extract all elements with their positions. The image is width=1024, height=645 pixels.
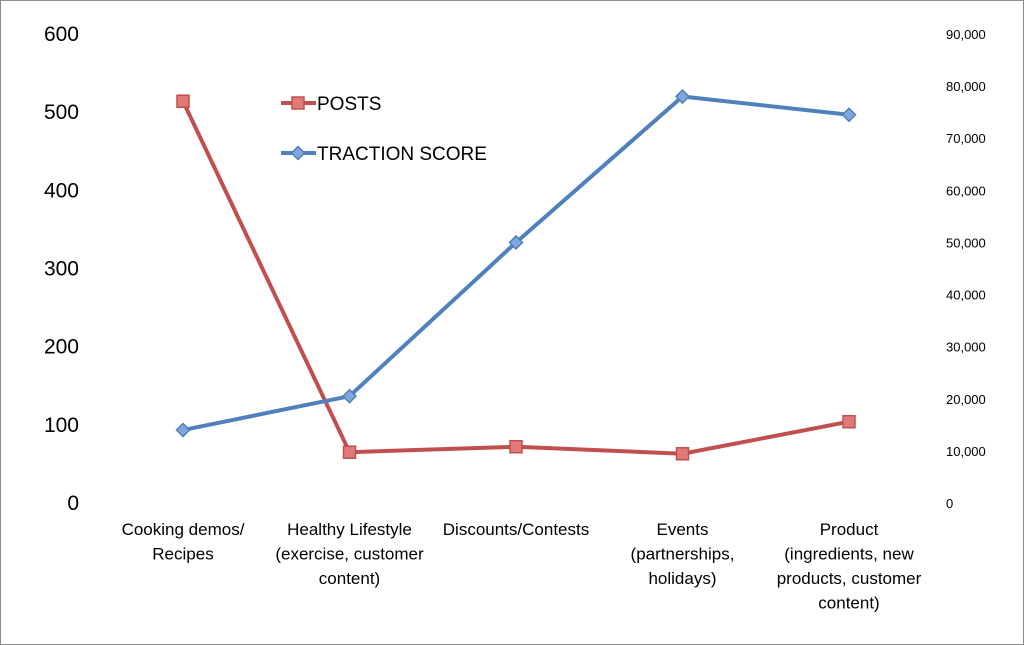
left-axis-tick-label: 100: [44, 414, 79, 437]
left-axis-tick-label: 500: [44, 101, 79, 124]
category-label: Product (ingredients, new products, custom…: [777, 520, 922, 613]
posts-data-point: [176, 94, 190, 108]
right-axis-tick-label: 50,000: [946, 235, 986, 250]
left-axis-tick-label: 200: [44, 336, 79, 359]
right-axis-tick-label: 60,000: [946, 183, 986, 198]
right-axis-tick-label: 30,000: [946, 340, 986, 355]
traction-score-data-point: [175, 422, 191, 438]
legend-traction-score-marker: [290, 145, 306, 161]
right-axis-tick-label: 10,000: [946, 444, 986, 459]
legend-posts-marker: [291, 96, 305, 110]
left-axis-tick-label: 600: [44, 23, 79, 46]
posts-data-point: [842, 414, 856, 429]
right-axis-tick-label: 70,000: [946, 131, 986, 146]
right-axis-tick-label: 80,000: [946, 79, 986, 94]
right-axis-tick-label: 40,000: [946, 288, 986, 303]
posts-data-point: [675, 447, 690, 461]
left-axis-tick-label: 300: [44, 258, 79, 281]
traction-score-series-line: [182, 94, 850, 433]
traction-score-data-point: [341, 388, 358, 404]
category-label: Events (partnerships, holidays): [631, 520, 735, 588]
legend-posts-label: POSTS: [317, 94, 381, 115]
category-label: Healthy Lifestyle (exercise, customer cont…: [275, 520, 424, 588]
traction-score-data-point: [508, 234, 524, 251]
left-axis-tick-label: 400: [44, 179, 79, 202]
right-axis-tick-label: 90,000: [946, 27, 986, 42]
category-label: Discounts/Contests: [443, 520, 589, 539]
legend-traction-score-label: TRACTION SCORE: [317, 144, 487, 165]
posts-data-point: [342, 445, 357, 459]
traction-score-data-point: [841, 107, 857, 123]
category-label: Cooking demos/Recipes: [122, 520, 245, 564]
left-axis-tick-label: 0: [67, 492, 79, 515]
right-axis-tick-label: 0: [946, 496, 953, 511]
posts-data-point: [509, 439, 523, 454]
right-axis-tick-label: 20,000: [946, 392, 986, 407]
traction-score-data-point: [674, 88, 691, 105]
